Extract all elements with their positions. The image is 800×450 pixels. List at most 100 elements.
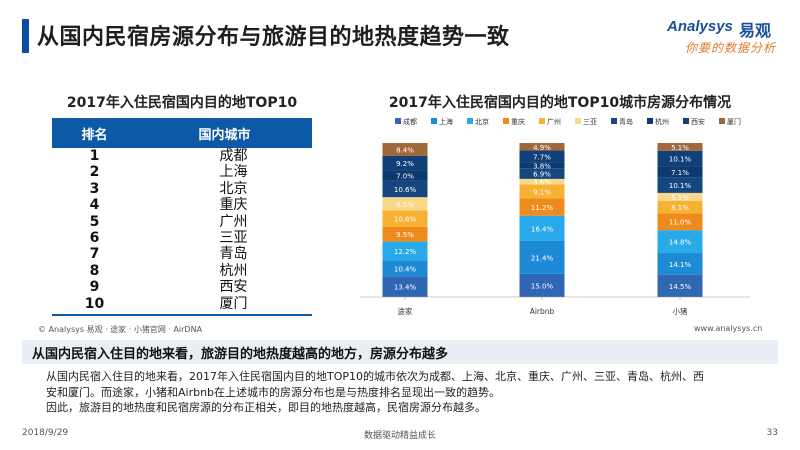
city-name: 厦门 — [219, 295, 248, 312]
ranking-row: 9 西安 — [52, 279, 312, 295]
bar-value-label: 11.2% — [531, 204, 554, 212]
ranking-row: 6 三亚 — [52, 230, 312, 246]
brand-name-cn: 易观 — [739, 21, 772, 40]
rank-number: 3 — [89, 180, 100, 197]
city-name: 上海 — [219, 164, 248, 181]
city-name: 广州 — [219, 213, 248, 230]
bar-segment — [519, 184, 565, 199]
conclusion-text: 从国内民宿入住目的地来看，旅游目的地热度越高的地方，房源分布越多 — [32, 347, 449, 362]
rank-number: 1 — [89, 148, 100, 164]
bar-value-label: 8.5% — [396, 201, 414, 209]
ranking-row: 5 广州 — [52, 214, 312, 230]
legend-swatch — [647, 118, 653, 124]
bar-value-label: 16.4% — [531, 225, 554, 233]
title-accent-bar — [22, 19, 29, 53]
bar-segment — [519, 215, 565, 241]
bar-value-label: 10.1% — [669, 156, 692, 164]
ranking-row: 4 重庆 — [52, 197, 312, 213]
ranking-row: 1 成都 — [52, 148, 312, 164]
site-url: www.analysys.cn — [694, 324, 763, 333]
bar-segment — [657, 177, 703, 193]
conclusion-banner: 从国内民宿入住目的地来看，旅游目的地热度越高的地方，房源分布越多 — [22, 340, 778, 364]
bar-segment — [382, 155, 428, 171]
legend-label: 重庆 — [511, 117, 525, 126]
bar-segment — [382, 226, 428, 242]
rank-number: 4 — [89, 197, 100, 214]
city-name: 成都 — [219, 148, 248, 164]
rank-number: 9 — [89, 279, 100, 296]
brand-slogan: 你要的数据分析 — [685, 41, 777, 55]
bar-value-label: 12.2% — [394, 248, 417, 256]
legend-swatch — [611, 118, 617, 124]
legend-swatch — [395, 118, 401, 124]
source-note: © Analysys 易观 · 途家 · 小猪官网 · AirDNA — [38, 325, 203, 334]
city-name: 杭州 — [219, 262, 248, 279]
bar-segment — [382, 170, 428, 181]
bar-segment — [519, 273, 565, 297]
rank-number: 2 — [89, 164, 100, 181]
ranking-table-title: 2017年入住民宿国内目的地TOP10 — [66, 95, 298, 111]
legend-label: 广州 — [547, 117, 561, 126]
bar-segment — [382, 241, 428, 261]
bar-value-label: 11.0% — [669, 219, 692, 227]
category-label: 小猪 — [673, 306, 688, 316]
legend-label: 成都 — [403, 117, 417, 126]
rank-number: 5 — [89, 213, 100, 230]
bar-segment — [519, 178, 565, 185]
city-name: 重庆 — [219, 197, 248, 214]
legend-swatch — [431, 118, 437, 124]
ranking-table: 排名 国内城市 1 成都 2 上海 3 北京 4 重庆 5 广州 6 三亚 7 青岛 8 杭州 9 西安 10 厦门 — [52, 118, 312, 316]
bar-segment — [382, 210, 428, 227]
bar-value-label: 21.4% — [531, 254, 554, 262]
legend-swatch — [683, 118, 689, 124]
bar-segment — [519, 198, 565, 216]
legend-label: 杭州 — [655, 117, 669, 126]
bar-value-label: 7.1% — [671, 169, 689, 177]
ranking-row: 2 上海 — [52, 164, 312, 180]
legend-swatch — [539, 118, 545, 124]
bar-value-label: 10.1% — [669, 182, 692, 190]
bar-value-label: 14.1% — [669, 261, 692, 269]
bar-value-label: 7.0% — [396, 172, 414, 180]
bar-value-label: 4.9% — [533, 144, 551, 152]
bar-value-label: 10.4% — [394, 265, 417, 273]
footer-date: 2018/9/29 — [22, 428, 69, 438]
bar-value-label: 6.9% — [533, 171, 551, 179]
ranking-table-bottom-rule — [52, 313, 312, 316]
bar-value-label: 5.1% — [671, 194, 689, 202]
legend-label: 青岛 — [619, 117, 633, 126]
bar-value-label: 9.5% — [396, 231, 414, 239]
ranking-table-header: 排名 国内城市 — [52, 118, 312, 148]
footer-tagline: 数据驱动精益成长 — [363, 431, 436, 441]
category-label: Airbnb — [530, 307, 555, 316]
rank-number: 6 — [89, 229, 100, 246]
bar-value-label: 5.1% — [671, 144, 689, 152]
ranking-row: 7 青岛 — [52, 246, 312, 262]
legend-label: 厦门 — [727, 117, 741, 126]
bar-segment — [382, 276, 428, 297]
rank-number: 8 — [89, 262, 100, 279]
bar-value-label: 3.8% — [533, 162, 551, 170]
bar-value-label: 10.6% — [394, 186, 417, 194]
bar-segment — [657, 166, 703, 178]
brand-logo: Analysys 易观 你要的数据分析 — [667, 18, 785, 58]
rank-number: 7 — [89, 246, 100, 263]
ranking-table-body: 1 成都 2 上海 3 北京 4 重庆 5 广州 6 三亚 7 青岛 8 杭州 9 西安 10 厦门 — [52, 148, 312, 312]
legend-swatch — [719, 118, 725, 124]
legend-swatch — [467, 118, 473, 124]
legend-swatch — [575, 118, 581, 124]
rank-number: 10 — [84, 295, 105, 312]
column-header-rank: 排名 — [81, 127, 108, 143]
bar-value-label: 7.7% — [533, 153, 551, 161]
bar-value-label: 9.1% — [533, 188, 551, 196]
body-line: 安和厦门。而途家，小猪和Airbnb在上述城市的房源分布也是与热度排名显现出一致… — [46, 385, 501, 399]
bar-segment — [519, 168, 565, 179]
bar-segment — [519, 150, 565, 163]
bar-value-label: 8.4% — [396, 146, 414, 154]
bar-segment — [382, 260, 428, 277]
bar-value-label: 3.6% — [533, 179, 551, 187]
legend-label: 三亚 — [583, 118, 597, 126]
legend-label: 北京 — [475, 117, 489, 126]
bar-segment — [382, 180, 428, 198]
body-line: 因此，旅游目的地热度和民宿房源的分布正相关，即目的地热度越高，民宿房源分布越多。 — [46, 401, 486, 414]
